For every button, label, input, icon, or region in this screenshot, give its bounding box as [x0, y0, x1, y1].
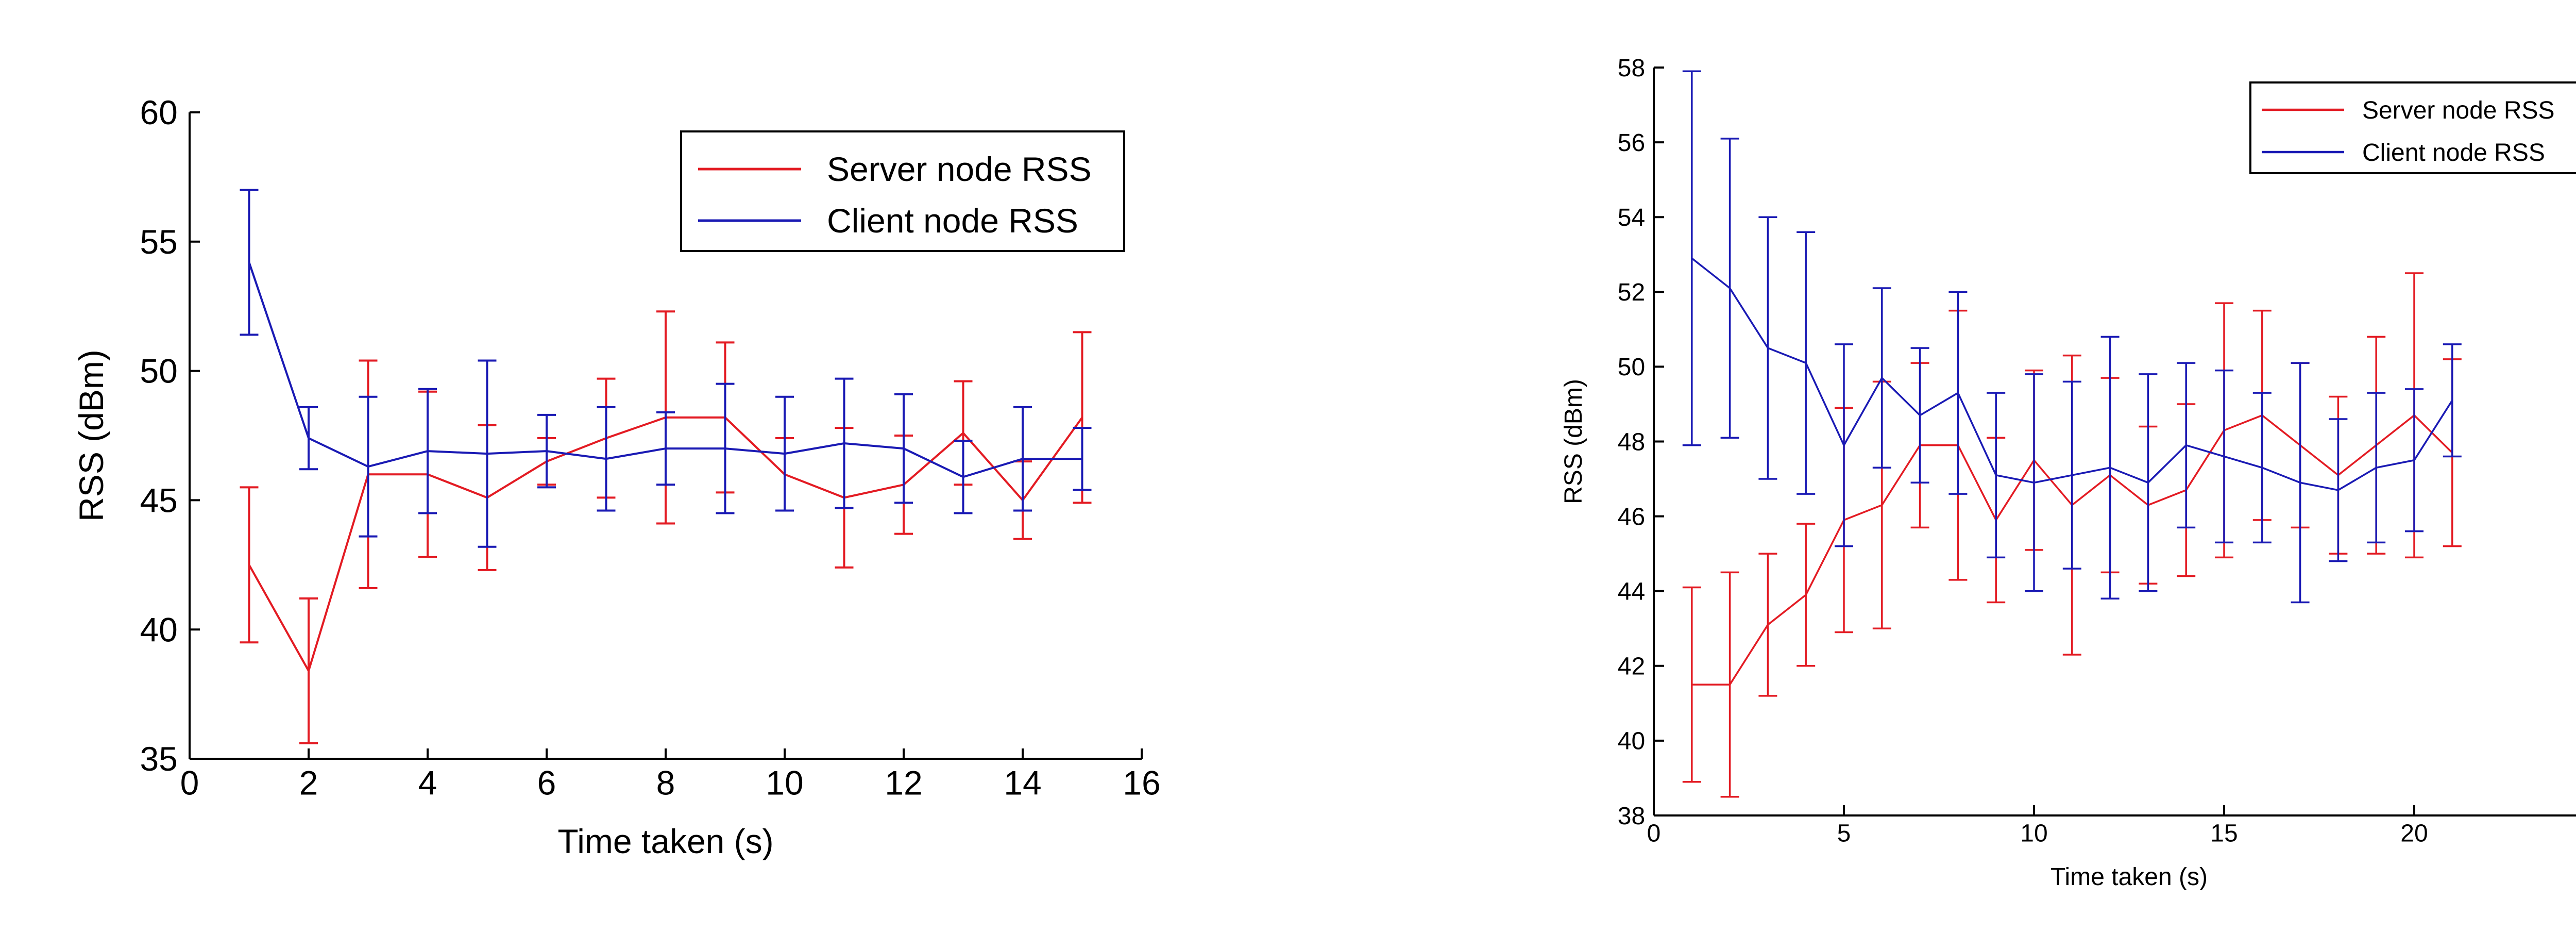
legend-label: Client node RSS [827, 202, 1078, 240]
y-tick-label: 40 [140, 610, 177, 648]
series-client [240, 189, 1092, 548]
x-tick-label: 5 [1837, 820, 1851, 847]
legend-label: Client node RSS [2362, 139, 2545, 166]
y-tick-label: 45 [140, 481, 177, 520]
series-client [1682, 70, 2462, 604]
y-axis-label: RSS (dBm) [1560, 379, 1587, 504]
x-tick-label: 0 [180, 763, 199, 802]
legend: Server node RSS Client node RSS [680, 130, 1125, 252]
y-tick-label: 48 [1618, 428, 1645, 456]
y-tick-label: 55 [140, 223, 177, 261]
y-tick-label: 40 [1618, 728, 1645, 755]
x-tick-label: 12 [885, 763, 922, 802]
y-tick-label: 42 [1618, 653, 1645, 680]
x-tick-label: 20 [2400, 820, 2428, 847]
legend-label: Server node RSS [827, 150, 1092, 188]
y-tick-label: 44 [1618, 578, 1645, 606]
chart-1: 0 2 4 6 8 10 12 14 16 35 40 45 50 55 60 Time taken (s) R… [72, 93, 1161, 860]
x-tick-label: 2 [299, 763, 318, 802]
y-tick-label: 60 [140, 93, 177, 131]
x-axis-label: Time taken (s) [2050, 863, 2208, 891]
x-tick-label: 16 [1123, 763, 1160, 802]
x-tick-label: 8 [656, 763, 675, 802]
x-tick-label: 4 [418, 763, 437, 802]
y-tick-label: 35 [140, 740, 177, 778]
y-tick-label: 46 [1618, 503, 1645, 530]
x-axis-label: Time taken (s) [557, 822, 773, 860]
y-tick-label: 56 [1618, 129, 1645, 157]
x-tick-label: 10 [766, 763, 803, 802]
y-tick-label: 50 [1618, 354, 1645, 381]
x-tick-label: 10 [2020, 820, 2047, 847]
legend-label: Server node RSS [2362, 97, 2555, 124]
x-tick-label: 14 [1004, 763, 1041, 802]
y-tick-label: 58 [1618, 55, 1645, 82]
chart-2: 05101520253840424446485052545658Time tak… [1560, 55, 2576, 891]
legend: Server node RSS Client node RSS [2249, 81, 2576, 174]
x-tick-label: 15 [2210, 820, 2238, 847]
y-tick-label: 38 [1618, 803, 1645, 830]
legend-box [680, 130, 1125, 252]
y-tick-label: 54 [1618, 204, 1645, 231]
y-axis-label: RSS (dBm) [72, 349, 110, 522]
y-tick-label: 52 [1618, 279, 1645, 306]
x-tick-label: 0 [1647, 820, 1661, 847]
legend-box [2249, 81, 2576, 174]
x-tick-label: 6 [537, 763, 556, 802]
y-tick-label: 50 [140, 352, 177, 390]
